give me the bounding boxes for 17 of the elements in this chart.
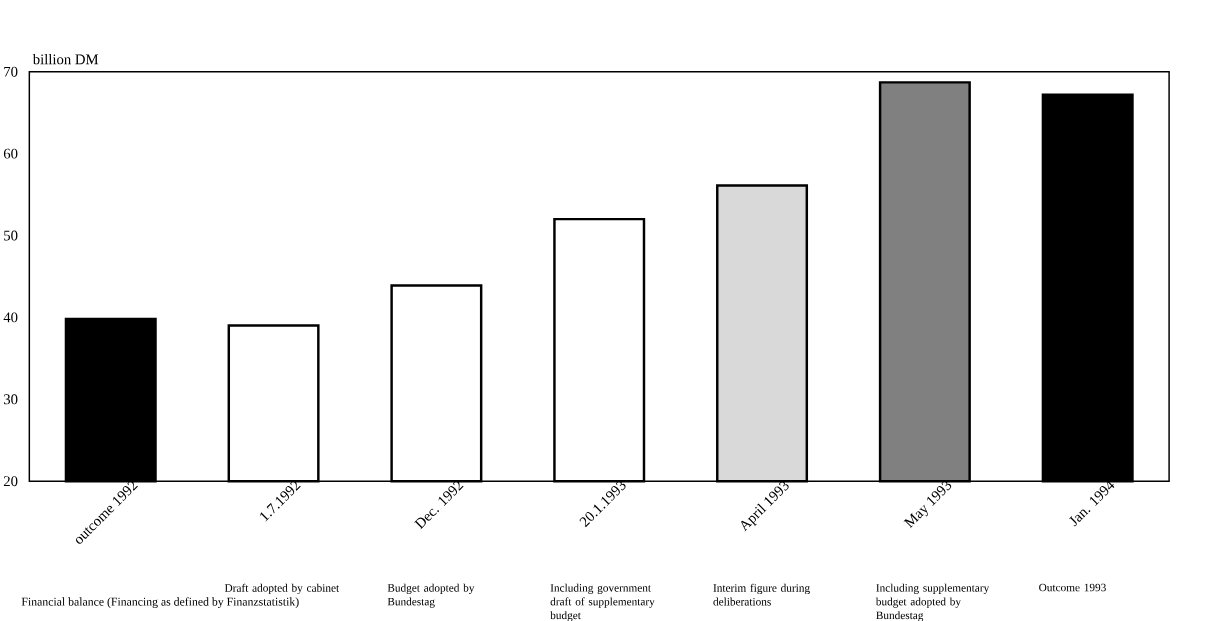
text: Budget adopted by Bundestag bbox=[387, 583, 475, 608]
text: Financial balance (Financing as defined by Finanzstatistik) bbox=[21, 597, 299, 608]
y-tick-label: 70 bbox=[4, 66, 18, 77]
text: Including government draft of supplementary budget bbox=[550, 583, 655, 621]
y-tick-label: 40 bbox=[3, 312, 18, 323]
x-tick-label: Dec. 1992 bbox=[414, 480, 464, 530]
y-tick-label: 30 bbox=[3, 394, 18, 405]
text: Outcome 1993 bbox=[1039, 583, 1106, 592]
y-tick-label: 20 bbox=[3, 476, 18, 486]
text: Interim figure during deliberations bbox=[713, 583, 810, 606]
y-tick-label: 60 bbox=[3, 148, 18, 159]
text: Draft adopted by cabinet bbox=[224, 583, 340, 594]
x-tick-label: May 1993 bbox=[903, 480, 952, 528]
y-tick-label: 50 bbox=[4, 230, 18, 241]
y-axis-title: billion DM bbox=[32, 53, 99, 65]
x-tick-label: Jan. 1994 bbox=[1069, 480, 1115, 527]
text: Including supplementary budget adopted by Bundestag bbox=[875, 583, 990, 621]
